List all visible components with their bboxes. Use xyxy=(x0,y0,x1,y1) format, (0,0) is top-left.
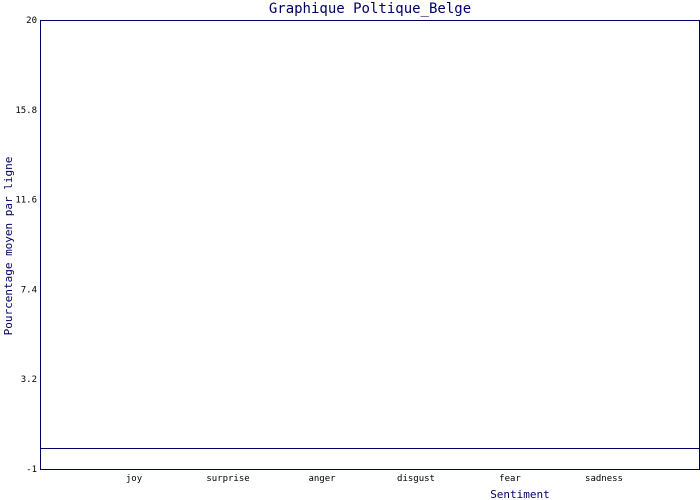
x-tick-label: fear xyxy=(499,474,521,484)
x-tick-label: sadness xyxy=(585,474,623,484)
plot-frame xyxy=(40,20,700,470)
y-tick-label: 20 xyxy=(26,16,37,26)
x-tick-label: joy xyxy=(126,474,143,484)
y-tick-label: 15.8 xyxy=(15,106,37,116)
y-tick-label: -1 xyxy=(26,465,37,475)
x-tick-label: disgust xyxy=(397,474,435,484)
x-tick-label: surprise xyxy=(206,474,249,484)
y-tick-label: 7.4 xyxy=(21,285,37,295)
x-tick-label: anger xyxy=(308,474,336,484)
chart-title: Graphique Poltique_Belge xyxy=(269,1,471,17)
y-tick-label: 3.2 xyxy=(21,375,37,385)
x-axis-label: Sentiment xyxy=(490,488,550,500)
y-axis-ticks: -1 3.2 7.4 11.6 15.8 20 xyxy=(15,16,37,475)
y-tick-label: 11.6 xyxy=(15,196,37,206)
y-axis-label: Pourcentage moyen par ligne xyxy=(2,157,15,336)
x-axis-ticks: joy surprise anger disgust fear sadness xyxy=(126,474,623,484)
